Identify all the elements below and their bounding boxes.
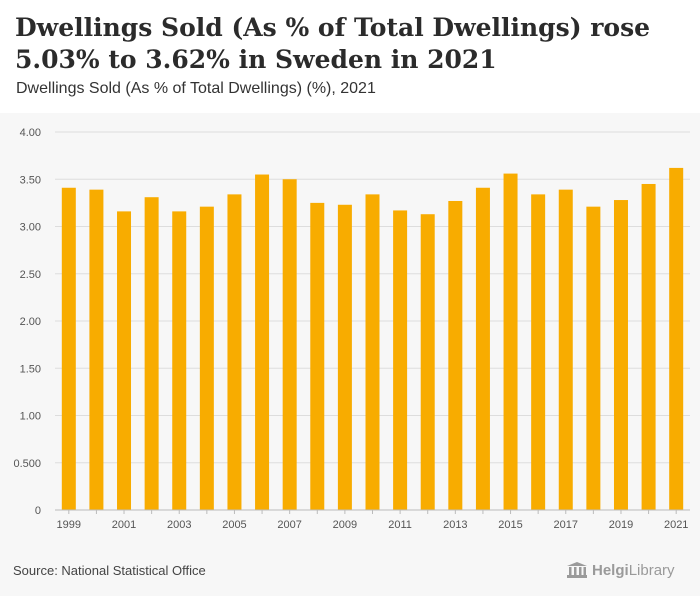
bar-2007 bbox=[282, 179, 297, 510]
y-tick-label: 1.00 bbox=[20, 411, 41, 423]
bar-2003 bbox=[172, 211, 187, 510]
x-tick-label: 2007 bbox=[277, 519, 301, 531]
bar-2002 bbox=[144, 197, 159, 510]
y-tick-label: 3.00 bbox=[20, 222, 41, 234]
x-tick-label: 2021 bbox=[664, 519, 688, 531]
chart-subtitle: Dwellings Sold (As % of Total Dwellings)… bbox=[16, 80, 376, 97]
x-tick-label: 2019 bbox=[609, 519, 633, 531]
x-tick-label: 2005 bbox=[222, 519, 246, 531]
x-tick-label: 1999 bbox=[57, 519, 81, 531]
bar-2015 bbox=[503, 173, 518, 510]
x-tick-label: 2017 bbox=[554, 519, 578, 531]
y-tick-label: 3.50 bbox=[20, 174, 41, 186]
y-tick-label: 1.50 bbox=[20, 363, 41, 375]
logo-text-bold: Helgi bbox=[592, 561, 629, 579]
bar-2016 bbox=[531, 194, 546, 510]
x-tick-label: 2013 bbox=[443, 519, 467, 531]
bar-2011 bbox=[393, 210, 408, 510]
x-tick-label: 2015 bbox=[498, 519, 522, 531]
bar-2010 bbox=[365, 194, 380, 510]
bar-2005 bbox=[227, 194, 242, 510]
y-tick-label: 2.00 bbox=[20, 316, 41, 328]
bar-chart: 0 0.500 1.00 1.50 2.00 2.50 3.00 3.50 4.00 1999 20… bbox=[13, 127, 690, 531]
bar-1999 bbox=[61, 187, 76, 510]
library-columns-icon bbox=[567, 562, 587, 578]
x-tick-label: 2011 bbox=[388, 519, 412, 531]
bar-2006 bbox=[255, 174, 270, 510]
source-note: Source: National Statistical Office bbox=[13, 563, 206, 578]
x-tick-label: 2001 bbox=[112, 519, 136, 531]
chart-title: Dwellings Sold (As % of Total Dwellings)… bbox=[15, 13, 651, 74]
x-tick-label: 2003 bbox=[167, 519, 191, 531]
header: Dwellings Sold (As % of Total Dwellings)… bbox=[0, 0, 700, 113]
helgilibrary-logo[interactable]: HelgiLibrary bbox=[566, 561, 675, 579]
x-tick-label: 2009 bbox=[333, 519, 357, 531]
logo-text-light: Library bbox=[628, 561, 675, 579]
y-tick-label: 0.500 bbox=[13, 458, 41, 470]
footer bbox=[0, 543, 700, 596]
bar-2001 bbox=[117, 211, 132, 510]
logo-text: HelgiLibrary bbox=[592, 562, 675, 579]
bar-2019 bbox=[613, 200, 628, 510]
bar-2014 bbox=[475, 187, 490, 510]
bar-2018 bbox=[586, 206, 601, 510]
bar-2012 bbox=[420, 214, 435, 510]
bar-2000 bbox=[89, 189, 104, 510]
bar-2020 bbox=[641, 183, 656, 510]
bar-2021 bbox=[669, 167, 684, 510]
y-tick-label: 4.00 bbox=[20, 127, 41, 139]
bar-2009 bbox=[337, 204, 352, 510]
bar-2004 bbox=[199, 206, 214, 510]
y-tick-label: 0 bbox=[35, 505, 41, 517]
bar-2013 bbox=[448, 200, 463, 511]
bar-2017 bbox=[558, 189, 573, 510]
y-tick-label: 2.50 bbox=[20, 269, 41, 281]
bar-2008 bbox=[310, 202, 325, 510]
